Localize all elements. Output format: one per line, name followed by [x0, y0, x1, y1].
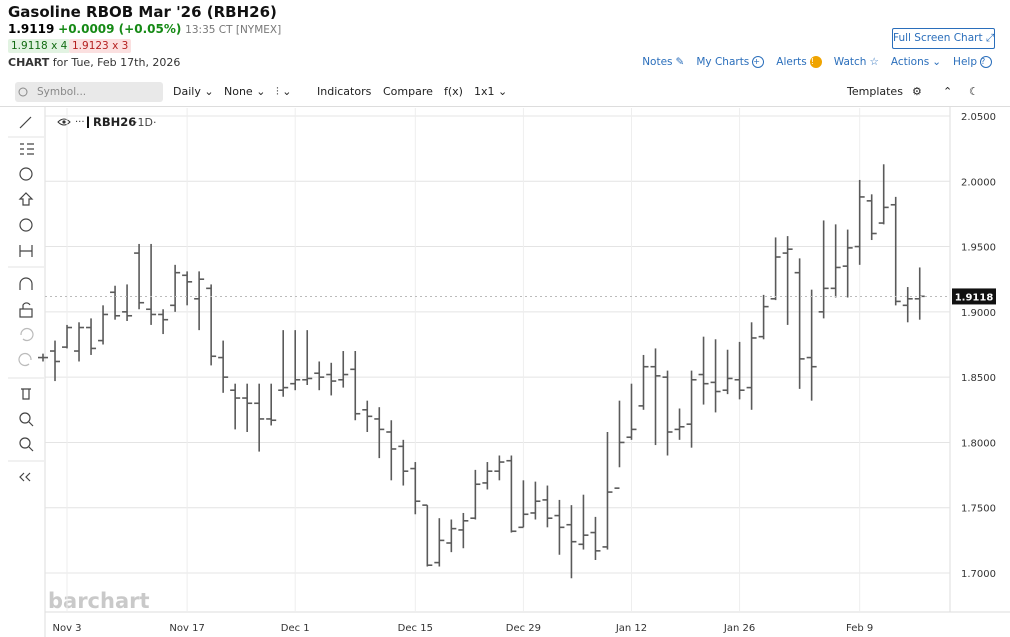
settings-button[interactable]: ⚙ [912, 85, 922, 98]
x-tick-label: Dec 15 [398, 623, 433, 634]
chart-date: CHART for Tue, Feb 17th, 2026 [8, 56, 180, 69]
last-price-tag [952, 288, 996, 305]
chart-label: CHART [8, 56, 50, 69]
notes-link[interactable]: Notes ✎ [642, 56, 685, 68]
quote: 1.9119 +0.0009 (+0.05%) 13:35 CT [NYMEX] [8, 22, 281, 36]
x-tick-label: Feb 9 [846, 623, 873, 634]
title: Gasoline RBOB Mar '26 (RBH26) [8, 3, 277, 21]
full-screen-button[interactable]: Full Screen Chart ⤢ [892, 28, 995, 49]
bid: 1.9118 x 4 [8, 39, 71, 53]
x-tick-label: Jan 12 [615, 623, 647, 634]
last-price: 1.9119 [8, 22, 55, 36]
symbol-input[interactable]: Symbol... [15, 82, 163, 102]
y-tick-label: 1.7500 [961, 504, 996, 515]
bar-type-menu[interactable]: ⫶ ⌄ [276, 85, 292, 98]
menu-label: Daily [173, 85, 201, 98]
y-tick-label: 1.7000 [961, 569, 996, 580]
y-tick-label: 1.9500 [961, 243, 996, 254]
mycharts-link[interactable]: My Charts + [696, 56, 765, 68]
date: for Tue, Feb 17th, 2026 [52, 56, 181, 69]
legend-symbol: RBH26 [93, 115, 136, 129]
link-label: Help [953, 56, 977, 68]
menu-label: None [224, 85, 253, 98]
link-label: Notes [642, 56, 673, 68]
x-tick-label: Nov 17 [169, 623, 204, 634]
collapse-button[interactable]: ⌃ [943, 85, 953, 98]
watch-link[interactable]: Watch ☆ [833, 56, 879, 68]
svg-text:···: ··· [75, 117, 85, 128]
help-link[interactable]: Help? [953, 56, 992, 68]
interval-menu[interactable]: Daily ⌄ [173, 85, 214, 98]
x-tick-label: Nov 3 [52, 623, 81, 634]
compare-button[interactable]: Compare [383, 85, 433, 98]
divider [0, 106, 1010, 107]
y-tick-label: 1.8500 [961, 373, 996, 384]
x-tick-label: Dec 29 [506, 623, 541, 634]
layout-menu[interactable]: 1x1 ⌄ [474, 85, 508, 98]
links: Notes ✎ My Charts + Alerts! Watch ☆ Actions… [642, 56, 992, 68]
fx-button[interactable]: f(x) [444, 85, 463, 98]
actions-link[interactable]: Actions ⌄ [890, 56, 942, 68]
legend-interval: ·1D· [134, 116, 156, 129]
link-label: My Charts [696, 56, 750, 68]
change: +0.0009 (+0.05%) [58, 22, 182, 36]
y-tick-label: 1.8000 [961, 438, 996, 449]
legend: ··· RBH26 ·1D· [57, 115, 156, 129]
ask: 1.9123 x 3 [69, 39, 132, 53]
y-tick-label: 2.0000 [961, 177, 996, 188]
x-tick-label: Dec 1 [281, 623, 310, 634]
watermark: barchart [48, 589, 150, 613]
ohlc-bars [38, 164, 925, 579]
y-tick-label: 2.0500 [961, 112, 996, 123]
theme-button[interactable]: ☾ [969, 85, 979, 98]
separators [8, 136, 44, 462]
x-tick-label: Jan 26 [723, 623, 755, 634]
grid [45, 108, 950, 612]
indicators-button[interactable]: Indicators [317, 85, 372, 98]
full-screen-label: Full Screen Chart [893, 32, 983, 44]
y-tick-label: 1.9000 [961, 308, 996, 319]
alerts-link[interactable]: Alerts! [776, 56, 822, 68]
time: 13:35 CT [NYMEX] [185, 24, 282, 36]
templates-button[interactable]: Templates [847, 85, 903, 98]
link-label: Alerts [776, 56, 807, 68]
study-menu[interactable]: None ⌄ [224, 85, 266, 98]
link-label: Actions [890, 56, 930, 68]
last-price-label: 1.9118 [955, 292, 994, 303]
drawing-tools [18, 116, 34, 482]
link-label: Watch [833, 56, 867, 68]
menu-label: 1x1 [474, 85, 495, 98]
